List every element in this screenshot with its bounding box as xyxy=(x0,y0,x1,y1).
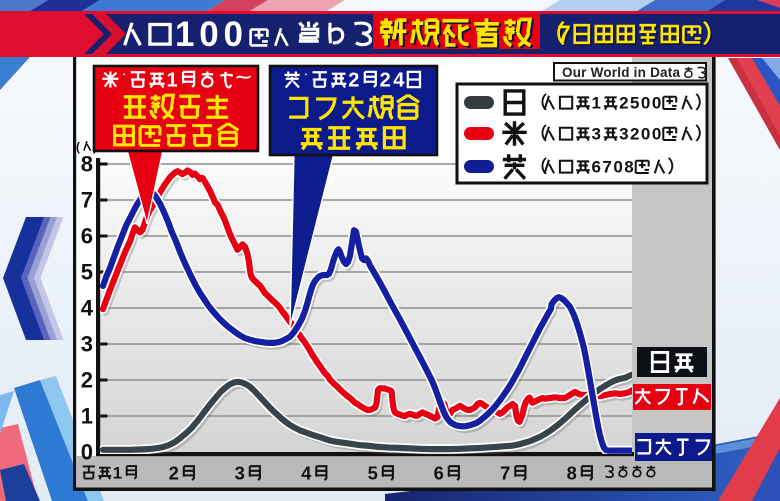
svg-text:）: ） xyxy=(668,157,685,177)
svg-text:1: 1 xyxy=(81,404,93,429)
svg-text:6: 6 xyxy=(434,463,444,484)
svg-text:5: 5 xyxy=(368,463,378,484)
svg-text:8: 8 xyxy=(81,152,93,177)
svg-text:（: （ xyxy=(530,157,547,177)
svg-text:5: 5 xyxy=(81,260,93,285)
svg-text:1: 1 xyxy=(592,94,601,113)
svg-text:1: 1 xyxy=(113,463,122,482)
svg-text:）: ） xyxy=(703,21,727,48)
svg-text:）: ） xyxy=(695,124,712,144)
svg-text:2500: 2500 xyxy=(619,94,661,113)
svg-text:6: 6 xyxy=(81,224,93,249)
svg-text:Our World in Data: Our World in Data xyxy=(562,65,680,80)
svg-text:3: 3 xyxy=(81,332,93,357)
svg-text:7: 7 xyxy=(81,188,93,213)
svg-text:2: 2 xyxy=(348,69,359,91)
svg-text:100: 100 xyxy=(175,15,243,54)
svg-text:4: 4 xyxy=(301,463,312,484)
svg-text:24: 24 xyxy=(380,69,406,91)
svg-text:（: （ xyxy=(530,93,547,113)
svg-text:6708: 6708 xyxy=(592,158,634,177)
svg-text:0: 0 xyxy=(81,440,93,465)
svg-text:2: 2 xyxy=(81,368,93,393)
svg-text:8: 8 xyxy=(567,463,577,484)
svg-text:）: ） xyxy=(704,22,728,49)
svg-text:（7: （7 xyxy=(541,21,571,48)
svg-text:3: 3 xyxy=(592,125,601,144)
svg-text:(: ( xyxy=(76,140,80,154)
svg-text:4: 4 xyxy=(81,296,94,321)
svg-text:2: 2 xyxy=(169,463,179,484)
svg-text:1: 1 xyxy=(167,69,178,91)
svg-text:7: 7 xyxy=(500,463,510,484)
svg-text:）: ） xyxy=(695,93,712,113)
svg-text:（: （ xyxy=(530,124,547,144)
svg-text:3200: 3200 xyxy=(619,125,661,144)
svg-text:3: 3 xyxy=(235,463,245,484)
svg-text:（7: （7 xyxy=(543,22,573,49)
